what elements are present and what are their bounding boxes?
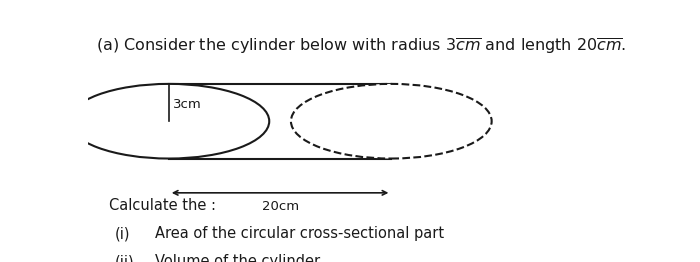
Ellipse shape xyxy=(69,84,270,159)
Ellipse shape xyxy=(291,84,491,159)
Text: (a) Consider the cylinder below with radius 3$\mathit{\overline{cm}}$ and length: (a) Consider the cylinder below with rad… xyxy=(96,36,626,56)
Bar xyxy=(169,84,391,159)
Text: 20cm: 20cm xyxy=(262,200,299,213)
Ellipse shape xyxy=(291,84,491,159)
Text: (i): (i) xyxy=(115,226,130,241)
Text: Volume of the cylinder: Volume of the cylinder xyxy=(155,254,321,262)
Text: Calculate the :: Calculate the : xyxy=(109,198,216,213)
Text: Area of the circular cross-sectional part: Area of the circular cross-sectional par… xyxy=(155,226,444,241)
Text: (ii): (ii) xyxy=(115,254,134,262)
Text: 3cm: 3cm xyxy=(173,98,202,111)
